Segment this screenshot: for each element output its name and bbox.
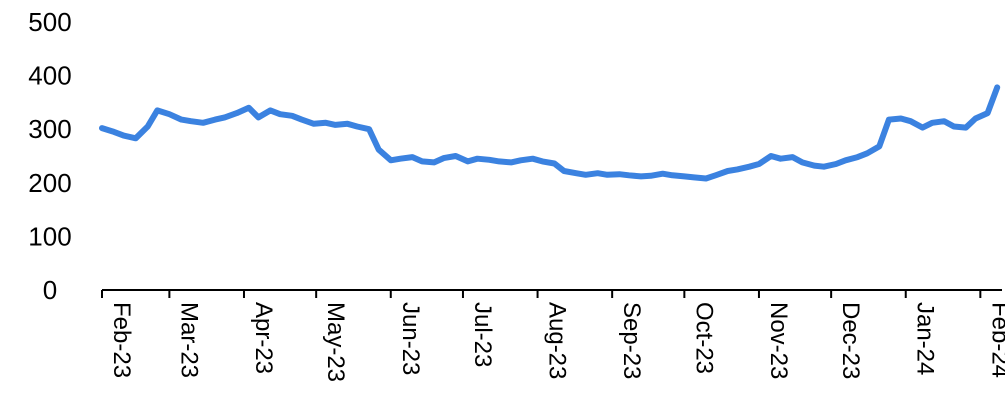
y-tick-label: 0 [43,275,57,305]
x-tick-label: Jul-23 [469,302,496,367]
x-tick-label: Feb-23 [108,302,135,378]
x-tick-label: Oct-23 [690,302,717,374]
x-tick-label: Jan-24 [912,302,939,375]
x-tick-label: Aug-23 [544,302,571,379]
y-axis: 0 100 200 300 400 500 [28,7,71,305]
y-tick-label: 300 [28,114,71,144]
x-tick-label: Feb-24 [986,302,1005,378]
x-tick-label: Jun-23 [397,302,424,375]
y-tick-label: 100 [28,221,71,251]
x-tick-label: Dec-23 [837,302,864,379]
y-tick-label: 400 [28,61,71,91]
y-tick-label: 200 [28,168,71,198]
x-tick-label: Mar-23 [175,302,202,378]
x-axis: Feb-23 Mar-23 Apr-23 May-23 Jun-23 Jul-23 Aug-… [101,289,1005,382]
series-group [99,84,1001,182]
x-tick-label: Sep-23 [618,302,645,379]
x-tick-label: Apr-23 [250,302,277,374]
series-line [99,84,1001,182]
x-tick-label: Nov-23 [765,302,792,379]
y-tick-label: 500 [28,7,71,37]
x-tick-label: May-23 [322,302,349,382]
